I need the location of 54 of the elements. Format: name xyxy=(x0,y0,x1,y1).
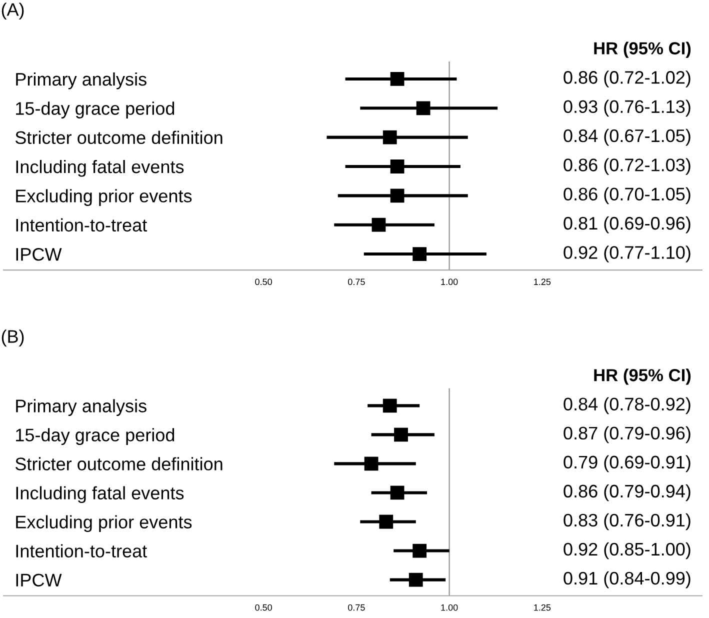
point xyxy=(394,428,408,442)
x-tick-label: 0.75 xyxy=(348,278,365,286)
y-tick-label: Excluding prior events xyxy=(16,515,192,532)
annotation: 0.86 (0.72-1.03) xyxy=(564,158,690,175)
chart-title: (A) xyxy=(2,2,24,20)
y-tick-label: IPCW xyxy=(16,248,62,261)
annotation: 0.86 (0.72-1.02) xyxy=(564,70,690,88)
y-tick-label: 15-day grace period xyxy=(16,428,174,445)
point xyxy=(390,72,404,86)
y-tick-label: Intention-to-treat xyxy=(16,218,148,232)
annotation: 0.79 (0.69-0.91) xyxy=(564,455,690,472)
text: HR (95% CI) xyxy=(594,368,691,385)
y-tick-label: Intention-to-treat xyxy=(16,544,148,558)
annotation: 0.92 (0.77-1.10) xyxy=(564,246,690,262)
point xyxy=(379,514,394,529)
y-tick-label: 15-day grace period xyxy=(16,102,174,118)
point xyxy=(390,486,404,500)
annotation: 0.86 (0.79-0.94) xyxy=(564,484,690,502)
y-tick-label: Primary analysis xyxy=(16,399,146,416)
annotation: 0.91 (0.84-0.99) xyxy=(564,571,690,588)
point xyxy=(382,130,397,144)
y-tick-label: Including fatal events xyxy=(16,486,184,504)
annotation: 0.93 (0.76-1.13) xyxy=(564,100,690,117)
annotation: 0.83 (0.76-0.91) xyxy=(564,513,690,530)
y-tick-label: Including fatal events xyxy=(16,160,184,177)
chart-title: (B) xyxy=(2,330,24,346)
x-tick-label: 1.00 xyxy=(441,278,458,286)
x-tick-label: 1.00 xyxy=(441,604,458,611)
point xyxy=(408,572,423,587)
annotation: 0.92 (0.85-1.00) xyxy=(564,542,690,560)
point xyxy=(372,218,386,232)
x-tick-label: 0.50 xyxy=(255,278,272,286)
point xyxy=(390,160,404,174)
y-tick-label: IPCW xyxy=(16,574,62,587)
point xyxy=(412,247,427,261)
point xyxy=(382,398,397,413)
annotation: 0.86 (0.70-1.05) xyxy=(564,187,690,204)
y-tick-label: Excluding prior events xyxy=(16,189,192,206)
point xyxy=(416,101,430,116)
annotation: 0.81 (0.69-0.96) xyxy=(564,216,690,234)
point xyxy=(390,188,404,203)
annotation: 0.84 (0.78-0.92) xyxy=(564,397,690,414)
point xyxy=(364,456,378,471)
x-tick-label: 0.50 xyxy=(255,604,272,611)
point xyxy=(412,544,427,558)
x-tick-label: 1.25 xyxy=(534,604,551,611)
x-tick-label: 1.25 xyxy=(534,278,551,286)
y-tick-label: Stricter outcome definition xyxy=(15,457,222,470)
y-tick-label: Primary analysis xyxy=(16,72,146,90)
x-tick-label: 0.75 xyxy=(348,604,365,611)
annotation: 0.84 (0.67-1.05) xyxy=(564,128,690,146)
text: HR (95% CI) xyxy=(594,42,691,58)
annotation: 0.87 (0.79-0.96) xyxy=(564,426,690,444)
y-tick-label: Stricter outcome definition xyxy=(15,130,222,144)
